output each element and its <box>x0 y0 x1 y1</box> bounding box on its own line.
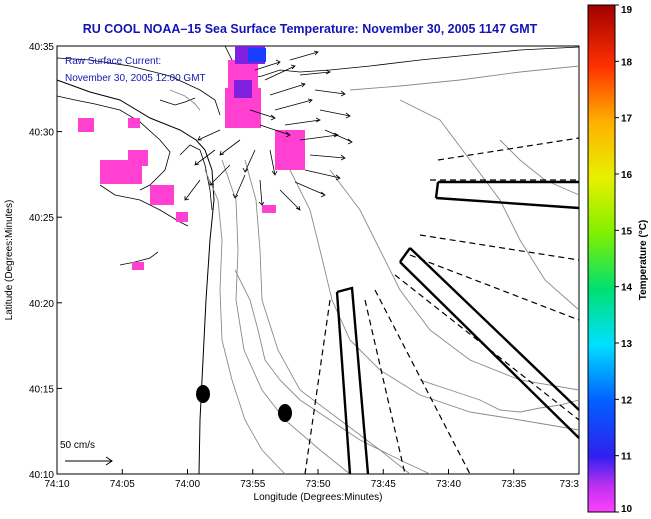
y-tick-label: 40:35 <box>29 42 54 53</box>
x-tick-label: 74:05 <box>110 479 135 490</box>
colorbar-label: Temperature (°C) <box>638 220 649 301</box>
y-tick-label: 40:20 <box>29 299 54 310</box>
y-tick-label: 40:15 <box>29 384 54 395</box>
map-layers <box>56 45 580 475</box>
colorbar-tick-label: 11 <box>621 452 632 463</box>
colorbar-tick-label: 16 <box>621 170 633 181</box>
bathymetry-contours <box>169 65 580 475</box>
scale-label: 50 cm/s <box>60 440 95 451</box>
colorbar-tick-label: 15 <box>621 226 633 237</box>
colorbar-tick-label: 13 <box>621 339 633 350</box>
x-axis-label: Longitude (Degrees:Minutes) <box>254 492 383 503</box>
x-tick-label: 73:3 <box>560 479 580 490</box>
map-title: RU COOL NOAA–15 Sea Surface Temperature:… <box>82 22 538 36</box>
buoy-marker <box>278 404 292 422</box>
x-tick-label: 73:55 <box>240 479 265 490</box>
colorbar-tick-label: 12 <box>621 395 633 406</box>
scale-arrow <box>65 456 113 466</box>
y-tick-label: 40:30 <box>29 128 54 139</box>
sst-patches <box>78 46 305 270</box>
colorbar-tick-label: 18 <box>621 57 633 68</box>
y-tick-label: 40:10 <box>29 470 54 481</box>
y-tick-label: 40:25 <box>29 213 54 224</box>
colorbar <box>587 4 616 513</box>
buoy-marker <box>196 385 210 403</box>
colorbar-tick-label: 19 <box>621 5 633 16</box>
current-vectors <box>184 50 353 211</box>
colorbar-tick-label: 17 <box>621 114 633 125</box>
y-axis: 40:35 40:30 40:25 40:20 40:15 40:10 <box>29 42 62 481</box>
x-tick-label: 74:00 <box>175 479 200 490</box>
colorbar-tick-label: 10 <box>621 504 633 515</box>
shipping-lanes <box>335 180 580 475</box>
y-axis-label: Latitude (Degrees:Minutes) <box>4 200 15 321</box>
colorbar-tick-label: 14 <box>621 283 633 294</box>
current-annotation-line2: November 30, 2005 12:00 GMT <box>65 73 206 84</box>
x-tick-label: 73:50 <box>305 479 330 490</box>
x-tick-label: 73:40 <box>436 479 461 490</box>
x-tick-label: 73:45 <box>371 479 396 490</box>
current-annotation-line1: Raw Surface Current: <box>65 56 161 67</box>
x-tick-label: 74:10 <box>44 479 69 490</box>
radar-wedges <box>304 137 580 475</box>
x-axis: 74:10 74:05 74:00 73:55 73:50 73:45 73:40 73:35… <box>44 469 580 490</box>
x-tick-label: 73:35 <box>501 479 526 490</box>
colorbar-ticks: 19 18 17 16 15 14 13 12 11 10 <box>615 4 633 515</box>
